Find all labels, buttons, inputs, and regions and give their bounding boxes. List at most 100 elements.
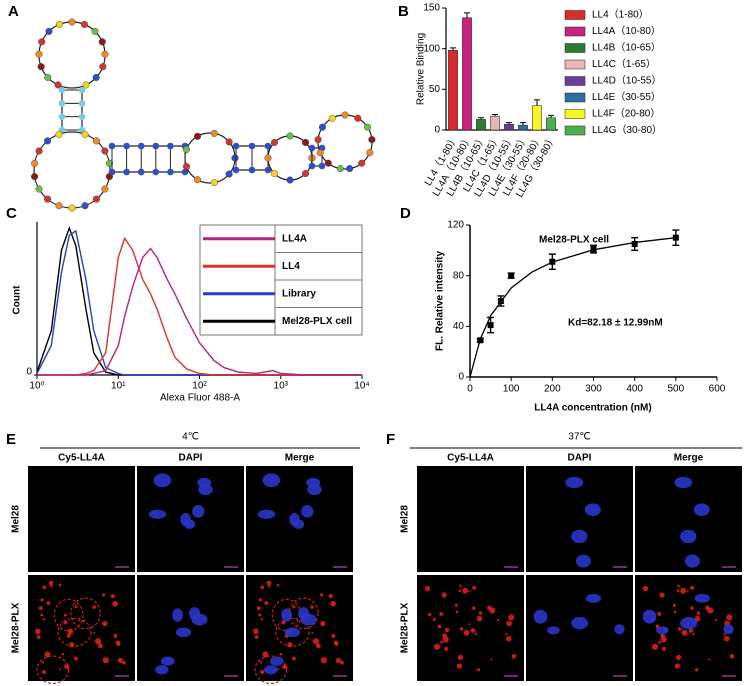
cy5-signal <box>281 620 286 625</box>
nucleus <box>160 656 175 666</box>
nucleotide <box>316 149 324 157</box>
tick-label: 100 <box>423 43 440 54</box>
nucleotide <box>44 137 52 145</box>
data-point <box>497 298 504 304</box>
legend-swatch <box>564 10 586 20</box>
cy5-signal <box>692 632 695 636</box>
cy5-signal <box>48 580 54 586</box>
cy5-signal <box>320 657 327 664</box>
cy5-signal <box>69 642 75 648</box>
cy5-signal <box>258 598 262 602</box>
cy5-signal <box>253 628 259 635</box>
nucleotide <box>302 138 310 146</box>
nucleotide <box>264 166 272 174</box>
cy5-signal <box>330 600 336 607</box>
error-bar <box>534 99 540 106</box>
cy5-signal <box>287 642 293 648</box>
nucleotide <box>38 38 46 46</box>
cy5-signal <box>433 643 441 650</box>
cy5-signal <box>94 638 102 645</box>
cy5-signal <box>292 605 296 609</box>
cy5-signal <box>50 585 53 588</box>
cy5-signal <box>328 594 333 599</box>
nucleotide <box>270 138 278 146</box>
cy5-signal <box>260 618 264 621</box>
cy5-signal <box>690 585 695 590</box>
nucleus <box>571 617 589 630</box>
cy5-signal <box>659 592 665 598</box>
nucleotide <box>78 86 86 94</box>
cy5-signal <box>658 640 662 644</box>
nucleus <box>155 665 169 675</box>
nucleotide <box>81 130 89 138</box>
nucleus <box>694 593 711 603</box>
nucleotide <box>308 162 316 170</box>
membrane-stain <box>57 617 92 647</box>
cy5-signal <box>42 618 46 621</box>
nucleus <box>198 484 213 496</box>
cy5-signal <box>729 653 735 659</box>
cy5-signal <box>44 651 51 658</box>
nucleotide <box>231 154 239 162</box>
nucleotide <box>183 145 191 153</box>
cy5-signal <box>42 670 47 675</box>
nucleotide <box>92 195 100 203</box>
nucleotide <box>318 123 326 131</box>
column-header: Cy5-LL4A <box>58 453 105 464</box>
micrograph <box>28 466 135 572</box>
y-axis-label: Count <box>12 285 23 315</box>
fit-curve <box>469 237 676 378</box>
cy5-signal <box>116 642 121 647</box>
cy5-signal <box>320 621 326 627</box>
cy5-signal <box>258 613 262 617</box>
cy5-signal <box>82 619 86 623</box>
nucleotide <box>364 123 372 131</box>
cy5-signal <box>282 664 288 670</box>
nucleotide <box>92 73 100 81</box>
x-axis-label: LL4A concentration (nM) <box>534 403 651 414</box>
cy5-signal <box>35 628 41 635</box>
legend-label: Mel28-PLX cell <box>282 316 352 327</box>
cy5-signal <box>335 657 341 664</box>
scale-bar-label: 25μm <box>607 666 632 677</box>
cy5-signal <box>506 635 512 642</box>
cy5-signal <box>97 643 103 649</box>
data-point <box>508 272 515 279</box>
legend-swatch <box>564 125 586 136</box>
nucleotide <box>35 147 43 155</box>
legend-swatch <box>564 26 586 37</box>
scale-bar-label: 25μm <box>607 557 632 568</box>
cy5-signal <box>476 615 483 622</box>
cy5-signal <box>677 627 682 631</box>
nucleus <box>301 504 314 518</box>
nucleotide <box>55 202 63 210</box>
scale-bar-label: 25μm <box>327 666 352 677</box>
data-point <box>590 246 597 253</box>
tick-label: 10³ <box>274 381 289 392</box>
nucleotide <box>80 20 88 28</box>
cy5-signal <box>468 590 471 593</box>
nucleus <box>289 512 300 527</box>
nucleotide <box>58 86 66 94</box>
cy5-signal <box>472 585 477 590</box>
nucleotide <box>44 195 52 203</box>
tick-label: 300 <box>585 384 602 395</box>
nucleotide <box>328 114 336 122</box>
data-point <box>477 337 484 344</box>
scale-bar-label: 25μm <box>109 557 134 568</box>
chart-title: Mel28-PLX cell <box>539 235 609 246</box>
cy5-signal <box>310 605 314 609</box>
data-point <box>672 234 679 241</box>
cy5-signal <box>58 583 62 587</box>
cy5-signal <box>312 638 320 645</box>
nucleotide <box>31 173 39 181</box>
tick-label: 400 <box>626 384 643 395</box>
nucleus <box>547 626 560 635</box>
row-label: Mel28 <box>400 505 411 533</box>
temperature-label: 37℃ <box>568 432 590 443</box>
error-bar <box>478 117 484 120</box>
cy5-signal <box>262 651 269 658</box>
cy5-signal <box>311 631 314 634</box>
cy5-signal <box>63 620 68 625</box>
